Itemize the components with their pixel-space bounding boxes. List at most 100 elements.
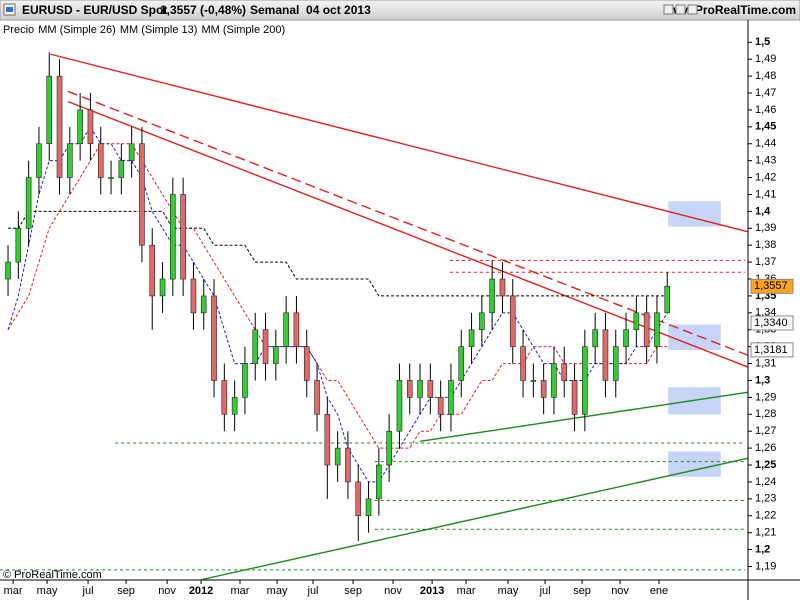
trendline — [199, 457, 748, 580]
candle-body — [468, 329, 475, 347]
x-tick-label: nov — [158, 585, 176, 597]
candle-body — [406, 380, 413, 398]
candle-body — [437, 397, 444, 415]
candle-body — [551, 363, 557, 398]
candle-body — [118, 160, 125, 178]
x-tick-label: may — [37, 585, 58, 597]
candle-body — [87, 109, 94, 145]
candle-body — [293, 312, 300, 347]
candle-body — [592, 329, 598, 347]
header-bar — [0, 0, 800, 21]
candle-body — [540, 380, 547, 398]
x-tick-label: may — [267, 585, 288, 597]
plot-area — [0, 52, 748, 580]
candle-body — [252, 329, 259, 364]
candle-body — [149, 244, 156, 297]
window-icon-fill — [6, 7, 13, 12]
candle-body — [571, 380, 578, 415]
y-tick-label: 1,41 — [755, 188, 776, 200]
x-tick-label: jul — [82, 585, 94, 597]
price-label-box — [750, 278, 794, 294]
candle-body — [283, 312, 289, 347]
candle-body — [15, 227, 22, 263]
moving-average — [8, 210, 668, 297]
candle-body — [303, 346, 310, 381]
y-tick-label: 1,29 — [755, 391, 776, 403]
y-tick-label: 1,2 — [755, 543, 770, 555]
y-tick-label: 1,45 — [755, 121, 776, 133]
y-tick-label: 1,25 — [755, 459, 776, 471]
y-tick-label: 1,19 — [755, 560, 776, 572]
y-tick-label: 1,5 — [755, 36, 770, 48]
candle-body — [334, 447, 341, 466]
price-label-box — [750, 342, 794, 358]
x-tick-label: nov — [384, 585, 402, 597]
candle-body — [97, 143, 104, 178]
candle-body — [623, 329, 629, 347]
x-tick-label: jul — [307, 585, 319, 597]
candle-body — [499, 278, 506, 297]
price-label: 1,3340 — [754, 317, 788, 329]
candle-body — [643, 312, 650, 347]
candle-body — [128, 143, 135, 161]
y-tick-label: 1,21 — [755, 527, 776, 539]
x-tick-label: jul — [539, 585, 551, 597]
y-tick-label: 1,4 — [755, 205, 771, 217]
candle-body — [190, 278, 197, 314]
candle-body — [376, 464, 382, 500]
y-tick-label: 1,26 — [755, 442, 776, 454]
candle-body — [200, 295, 207, 314]
minimize-button[interactable] — [663, 4, 674, 15]
candle-body — [396, 380, 403, 432]
candle-body — [530, 380, 537, 382]
candle-body — [180, 194, 186, 280]
candle-body — [489, 278, 495, 314]
y-tick-label: 1,31 — [755, 357, 776, 369]
candle-body — [612, 346, 619, 381]
y-tick-label: 1,47 — [755, 87, 776, 99]
candle-body — [664, 285, 671, 314]
legend-entry: Precio — [3, 24, 34, 36]
candle-body — [211, 295, 217, 381]
moving-average — [7, 125, 668, 483]
y-tick-label: 1,27 — [755, 425, 776, 437]
x-tick-label: sep — [573, 585, 591, 597]
moving-average — [7, 143, 668, 449]
candle-body — [25, 177, 32, 229]
candle-body — [273, 346, 279, 364]
x-tick-label: ene — [650, 585, 668, 597]
candle-body — [365, 498, 372, 517]
trendline — [50, 53, 748, 233]
zone — [668, 451, 721, 477]
trendline — [67, 90, 748, 356]
copyright: © ProRealTime.com — [3, 569, 102, 581]
y-tick-label: 1,44 — [755, 138, 776, 150]
close-button[interactable] — [687, 4, 698, 15]
y-tick-label: 1,42 — [755, 171, 776, 183]
y-tick-label: 1,46 — [755, 104, 776, 116]
candle-body — [417, 380, 423, 398]
candle-body — [582, 346, 588, 415]
candle-body — [602, 329, 609, 381]
candle-body — [5, 261, 11, 280]
candle-body — [231, 397, 238, 415]
y-tick-label: 1,23 — [755, 493, 776, 505]
maximize-button[interactable] — [675, 4, 686, 15]
x-tick-label: nov — [611, 585, 629, 597]
candle-body — [479, 312, 485, 331]
candle-body — [386, 430, 392, 466]
y-tick-label: 1,37 — [755, 256, 776, 268]
candle-body — [458, 346, 465, 381]
candle-body — [170, 194, 176, 280]
y-tick-label: 1,43 — [755, 155, 776, 167]
legend-entry: MM (Simple 26) — [38, 24, 116, 36]
candle-body — [355, 481, 362, 517]
candle-body — [520, 346, 526, 381]
candle-body — [427, 380, 434, 398]
overlay: Precio MM (Simple 26) MM (Simple 13) MM (Si… — [3, 24, 794, 597]
candle-body — [654, 312, 660, 347]
trendline — [419, 391, 748, 443]
candle-body — [242, 363, 248, 398]
